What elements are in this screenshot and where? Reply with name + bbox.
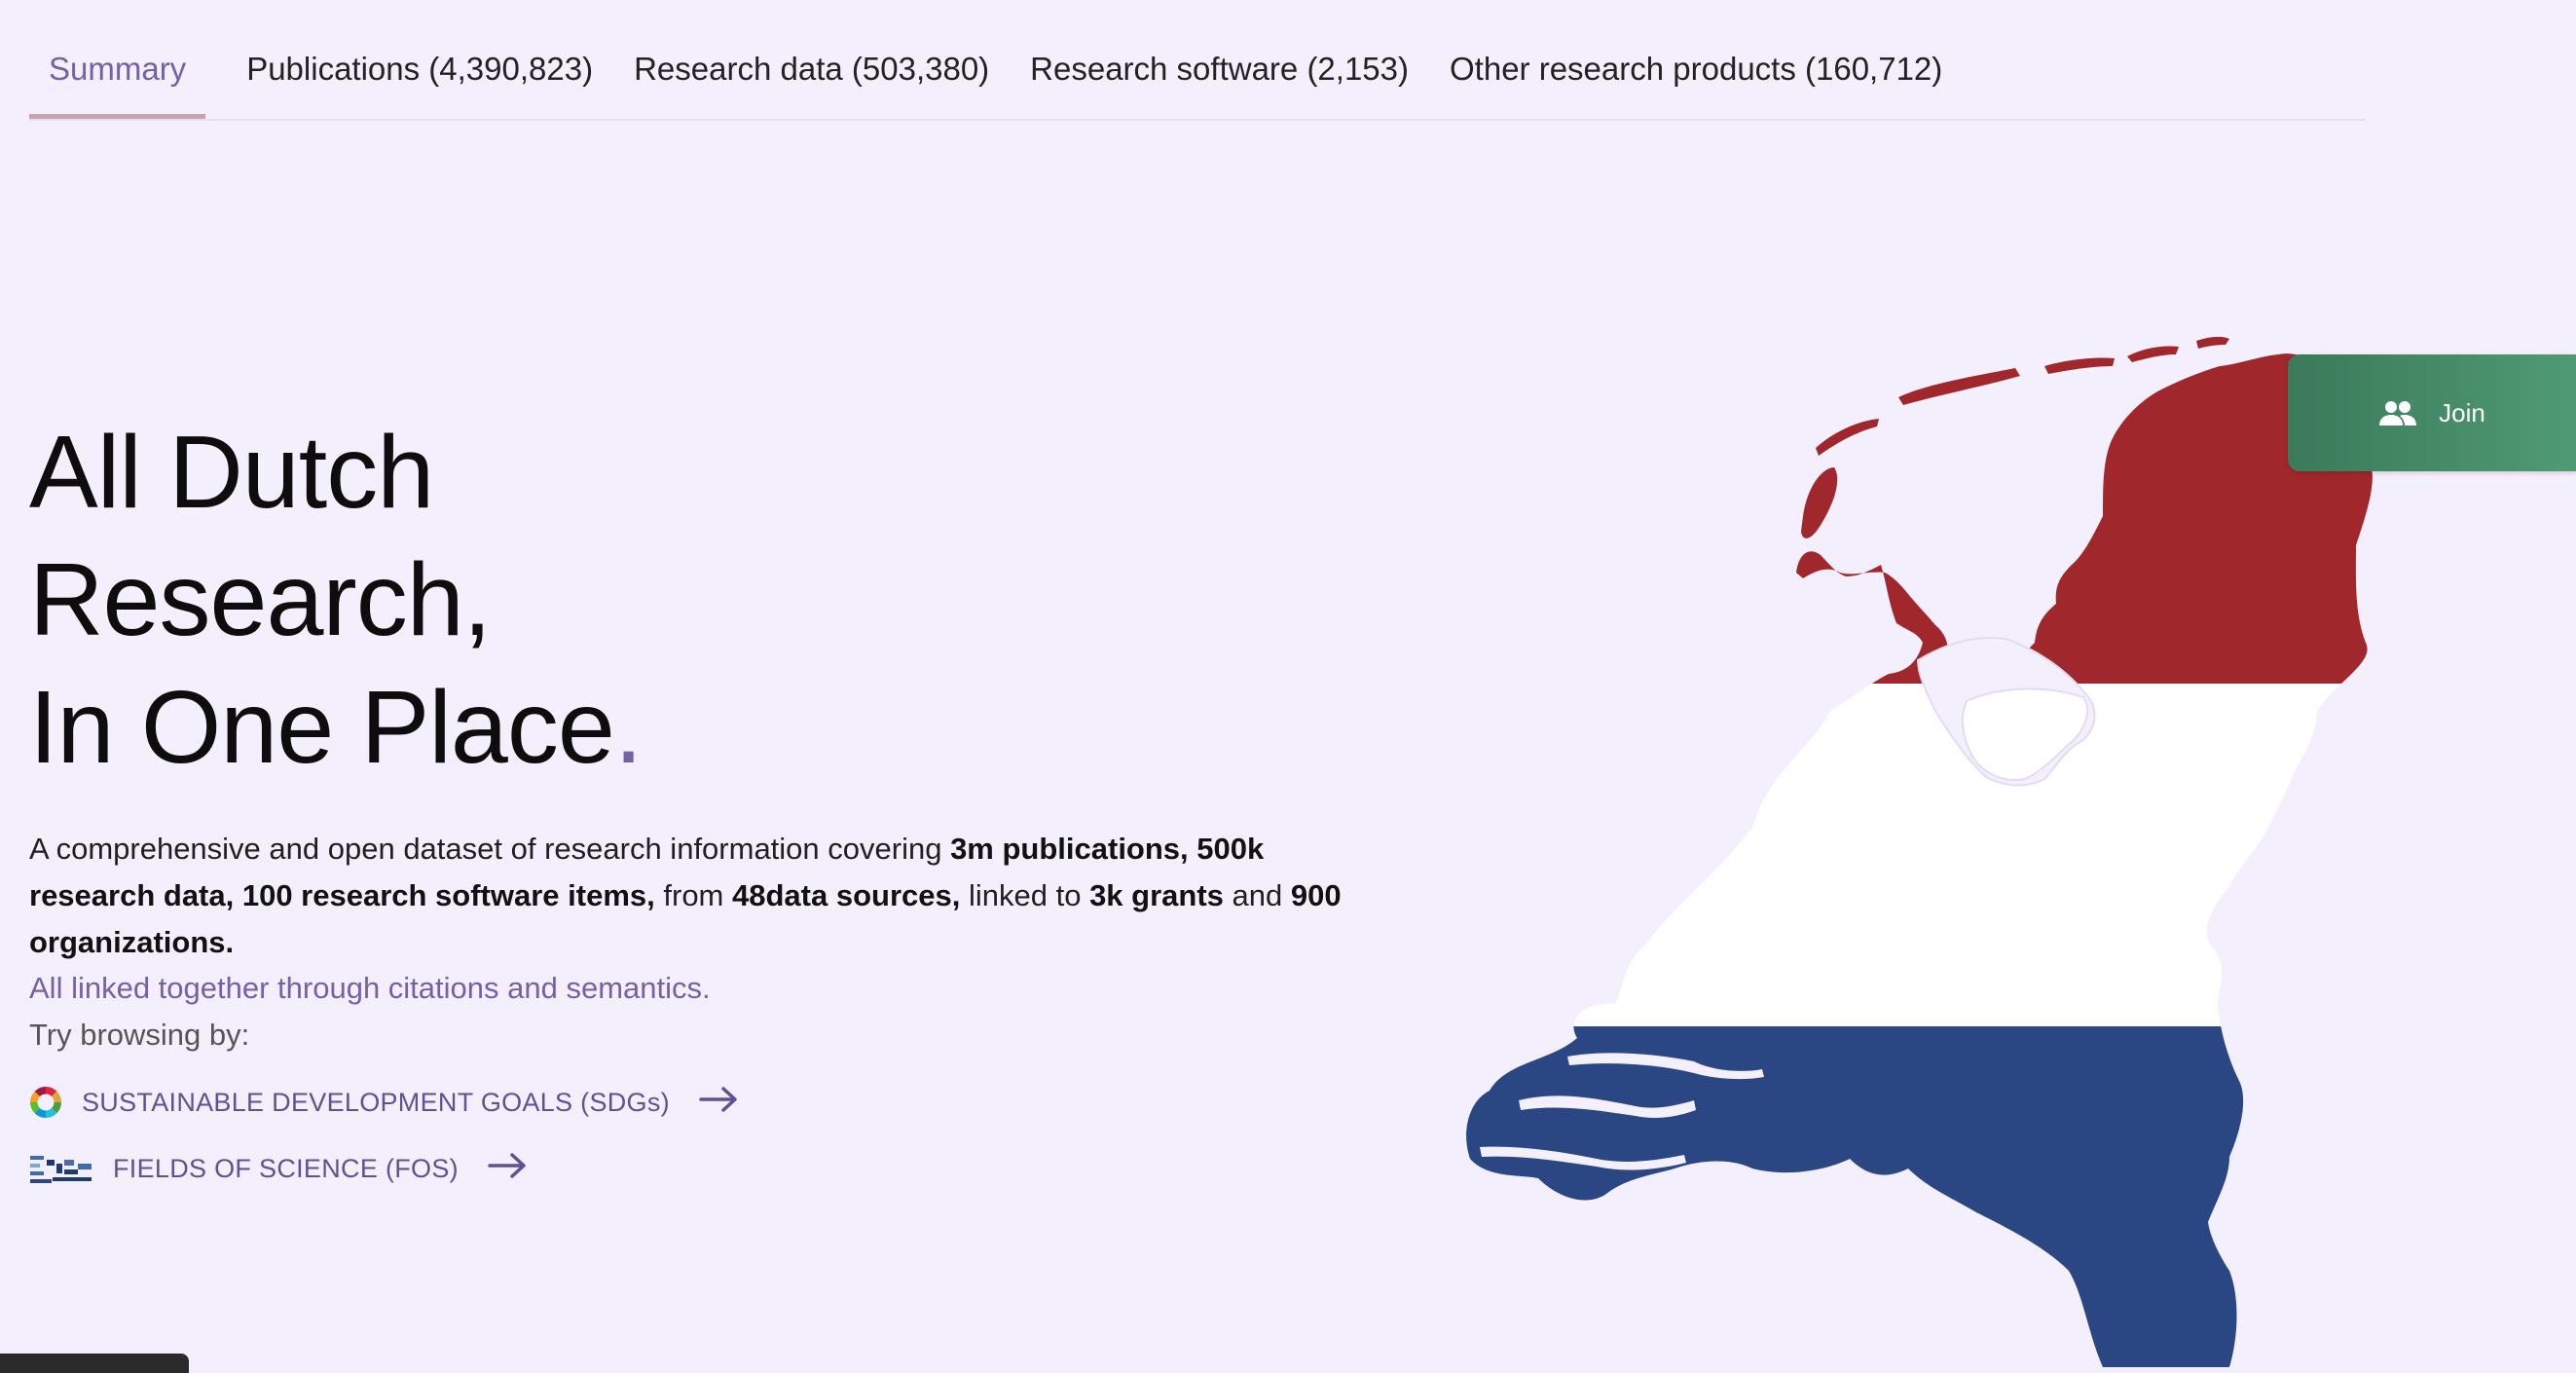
arrow-right-icon xyxy=(488,1152,527,1185)
flag-stripe-blue xyxy=(1466,1026,2373,1367)
zeeland-estuary-middle xyxy=(1519,1095,1696,1118)
flag-stripe-white xyxy=(1466,684,2373,1026)
hero-description: A comprehensive and open dataset of rese… xyxy=(29,826,1363,966)
tab-research-software[interactable]: Research software (2,153) xyxy=(1030,51,1410,87)
tab-publications[interactable]: Publications (4,390,823) xyxy=(246,51,594,87)
tab-bar: Summary Publications (4,390,823) Researc… xyxy=(29,29,2366,121)
description-stat-grants: 3k grants xyxy=(1089,878,1224,912)
flevoland-polder xyxy=(1961,687,2089,781)
netherlands-flag-map xyxy=(1460,321,2395,1367)
description-stat-sources: 48data sources, xyxy=(732,878,961,912)
arrow-right-icon xyxy=(699,1086,738,1119)
hero-title: All Dutch Research, In One Place. xyxy=(29,409,643,792)
description-text-4: and xyxy=(1223,878,1291,912)
description-text-1: A comprehensive and open dataset of rese… xyxy=(29,832,951,866)
hero-title-dot: . xyxy=(613,670,643,785)
fields-of-science-icon xyxy=(29,1152,93,1185)
join-button[interactable]: Join xyxy=(2288,354,2576,471)
hero-title-line-3-text: In One Place xyxy=(29,670,615,785)
tab-summary[interactable]: Summary xyxy=(29,29,206,119)
browse-fos-label: FIELDS OF SCIENCE (FOS) xyxy=(113,1153,459,1183)
hero-title-line-3: In One Place. xyxy=(29,664,643,792)
browse-sdgs-label: SUSTAINABLE DEVELOPMENT GOALS (SDGs) xyxy=(82,1087,670,1117)
hero-title-line-1: All Dutch xyxy=(29,415,434,530)
try-browsing-label: Try browsing by: xyxy=(29,1018,250,1052)
zeeland-estuary-north xyxy=(1567,1053,1764,1080)
browse-sdgs-link[interactable]: SUSTAINABLE DEVELOPMENT GOALS (SDGs) xyxy=(29,1081,738,1124)
bottom-tooltip-stub xyxy=(0,1354,189,1373)
tab-research-data[interactable]: Research data (503,380) xyxy=(634,51,990,87)
linked-together-text: All linked together through citations an… xyxy=(29,971,711,1005)
description-stat-products: 3m publications, 500k research data, 100… xyxy=(29,832,1265,912)
people-icon xyxy=(2378,399,2417,427)
flag-stripe-red xyxy=(1466,336,2373,684)
zeeland-estuary-south xyxy=(1480,1146,1686,1170)
description-stat-organizations: 900 organizations. xyxy=(29,878,1342,959)
hero-title-line-2: Research, xyxy=(29,542,492,657)
sdg-wheel-icon xyxy=(29,1086,62,1119)
join-label: Join xyxy=(2439,397,2485,427)
description-text-2: from xyxy=(654,878,732,912)
tab-other-research-products[interactable]: Other research products (160,712) xyxy=(1450,51,1943,87)
browse-fos-link[interactable]: FIELDS OF SCIENCE (FOS) xyxy=(29,1147,527,1190)
description-text-3: linked to xyxy=(960,878,1090,912)
